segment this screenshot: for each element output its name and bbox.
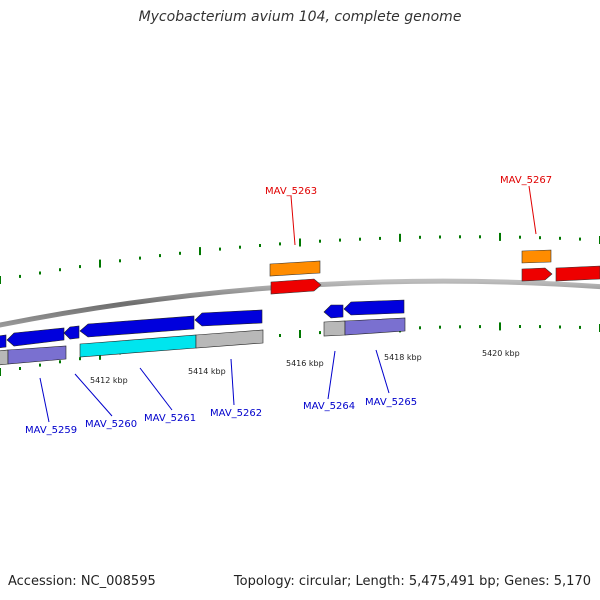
scale-label-5416: 5416 kbp (286, 359, 324, 368)
cds-blue-mav5260[interactable] (63, 325, 80, 340)
reverse-gene-label-texts: MAV_5259 MAV_5260 MAV_5261 MAV_5262 MAV_… (25, 397, 417, 436)
cds-blue-mav5265[interactable] (343, 299, 405, 316)
cds-blue-mav5264[interactable] (323, 304, 344, 319)
gene-label-mav5260[interactable]: MAV_5260 (85, 419, 137, 430)
gene-label-mav5263[interactable]: MAV_5263 (265, 186, 317, 197)
cds-red-mav5267b[interactable] (555, 265, 600, 282)
scale-label-5420: 5420 kbp (482, 349, 520, 358)
genome-stats-text: Topology: circular; Length: 5,475,491 bp… (233, 574, 591, 589)
scale-label-5418: 5418 kbp (384, 353, 422, 362)
orf-gray-mav5264[interactable] (323, 320, 346, 337)
gene-label-mav5267[interactable]: MAV_5267 (500, 175, 552, 186)
gene-label-mav5261[interactable]: MAV_5261 (144, 413, 196, 424)
orf-slate-mav5259[interactable] (7, 345, 67, 365)
reverse-gene-labels (39, 349, 390, 423)
scale-labels: 5412 kbp 5414 kbp 5416 kbp 5418 kbp 5420… (90, 349, 520, 385)
cds-blue-edge[interactable] (0, 334, 7, 349)
gene-label-mav5265[interactable]: MAV_5265 (365, 397, 417, 408)
cds-blue-mav5261[interactable] (79, 315, 195, 338)
cds-orange-mav5267[interactable] (521, 249, 552, 264)
gene-label-mav5264[interactable]: MAV_5264 (303, 401, 355, 412)
reverse-strand-features (0, 299, 406, 366)
cds-blue-mav5262[interactable] (194, 309, 263, 327)
gene-label-mav5262[interactable]: MAV_5262 (210, 408, 262, 419)
cds-red-mav5267a[interactable] (521, 267, 553, 282)
orf-cyan-mav5261[interactable] (79, 334, 197, 358)
gene-label-mav5259[interactable]: MAV_5259 (25, 425, 77, 436)
genome-title: Mycobacterium avium 104, complete genome (138, 9, 462, 25)
orf-slate-mav5265[interactable] (344, 317, 406, 336)
orf-gray-mav5262[interactable] (195, 329, 264, 349)
forward-strand-features (269, 249, 600, 295)
cds-orange-mav5263[interactable] (269, 260, 321, 277)
cds-red-mav5263[interactable] (270, 278, 322, 295)
outer-tick-track (0, 232, 600, 284)
accession-text: Accession: NC_008595 (8, 574, 156, 589)
orf-gray-left[interactable] (0, 349, 9, 366)
cds-blue-mav5259[interactable] (6, 327, 65, 347)
scale-label-5414: 5414 kbp (188, 367, 226, 376)
scale-label-5412: 5412 kbp (90, 376, 128, 385)
forward-gene-labels: MAV_5263 MAV_5267 (265, 175, 552, 246)
